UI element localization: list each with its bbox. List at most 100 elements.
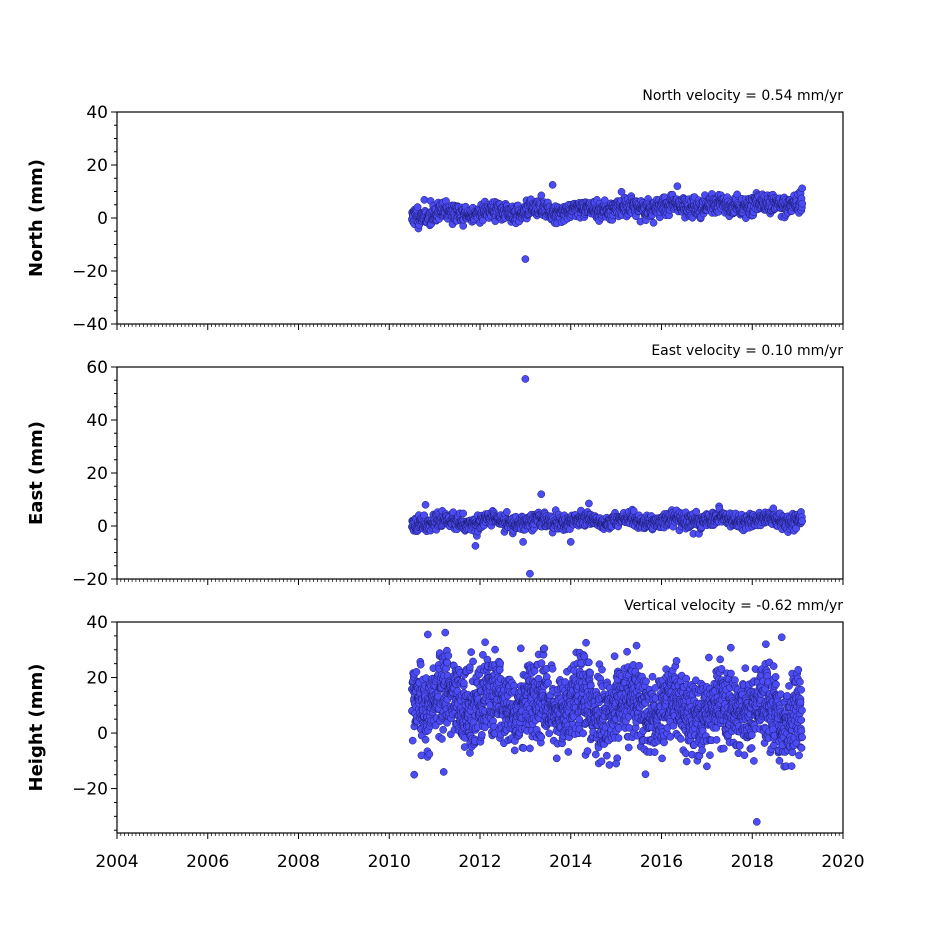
data-point [672,657,681,665]
data-point [467,648,475,656]
data-point [650,748,659,757]
data-point [682,674,691,683]
data-point [624,743,633,752]
outlier-point [521,375,530,383]
data-point [519,744,528,752]
data-point [537,733,546,741]
y-tick-label: 40 [86,411,108,431]
outlier-point [537,490,546,499]
data-point [495,666,504,674]
data-point [459,509,468,518]
data-point [491,645,499,654]
data-point [727,669,735,678]
y-tick-label: −40 [72,315,108,335]
data-point [706,751,714,759]
y-tick-label: 0 [97,517,108,537]
data-point [591,750,600,759]
data-point [602,751,611,760]
data-point [421,735,430,744]
data-point [408,736,417,745]
scatter-series [408,375,806,578]
data-point [769,504,778,513]
data-point [705,653,713,662]
data-point [741,664,750,673]
data-point [682,757,691,766]
data-point [614,734,623,742]
scatter-series [408,181,807,263]
data-point [735,741,744,750]
data-point [716,655,724,664]
data-point [579,729,588,738]
data-point [658,754,666,763]
y-tick-label: −20 [72,262,108,282]
data-point [441,628,450,637]
data-point [425,750,434,758]
axes-frame [116,366,844,580]
y-tick-label: 20 [86,156,108,176]
data-point [537,191,546,200]
data-point [413,203,422,211]
data-point [750,757,758,765]
velocity-annotation: East velocity = 0.10 mm/yr [651,343,843,359]
data-point [502,508,511,516]
data-point [740,751,749,760]
data-point [583,747,592,755]
data-point [586,668,594,677]
data-point [564,748,573,756]
data-point [582,638,590,647]
data-point [510,746,519,755]
data-point [660,738,668,747]
y-axis-label: North (mm) [26,159,47,277]
data-point [548,664,557,673]
data-point [552,754,561,763]
data-point [623,647,631,656]
data-point [438,735,446,743]
data-point [747,744,756,752]
outlier-point [673,182,682,191]
outlier-point [526,569,534,578]
data-point [617,187,626,196]
data-point [585,658,593,667]
data-point [439,725,447,734]
data-point [641,770,650,779]
data-point [544,678,552,687]
y-tick-label: −20 [72,570,108,590]
data-point [798,517,806,525]
y-tick-label: 60 [86,358,108,378]
data-point [726,643,735,652]
data-point [692,507,701,516]
scatter-series [408,628,806,826]
data-point [719,744,728,753]
outlier-point [519,538,527,546]
data-point [642,677,650,686]
data-point [479,651,487,659]
outlier-point [521,255,530,263]
outlier-point [471,542,480,550]
data-point [496,659,505,668]
data-point [545,729,554,738]
data-point [416,660,425,669]
data-point [537,659,546,667]
data-point [648,672,657,681]
data-point [540,644,549,653]
data-point [526,744,534,753]
data-point [798,199,807,208]
data-point [597,757,606,766]
data-point [444,651,453,660]
y-tick-label: 0 [97,209,108,229]
data-point [605,761,614,769]
data-point [477,731,486,739]
data-point [598,665,606,674]
y-tick-label: 20 [86,464,108,484]
data-point [460,679,468,688]
data-point [649,218,658,227]
y-tick-label: 40 [86,103,108,123]
data-point [635,661,644,670]
outlier-point [566,538,575,546]
data-point [420,195,429,204]
outlier-point [548,181,557,189]
data-point [698,746,706,755]
